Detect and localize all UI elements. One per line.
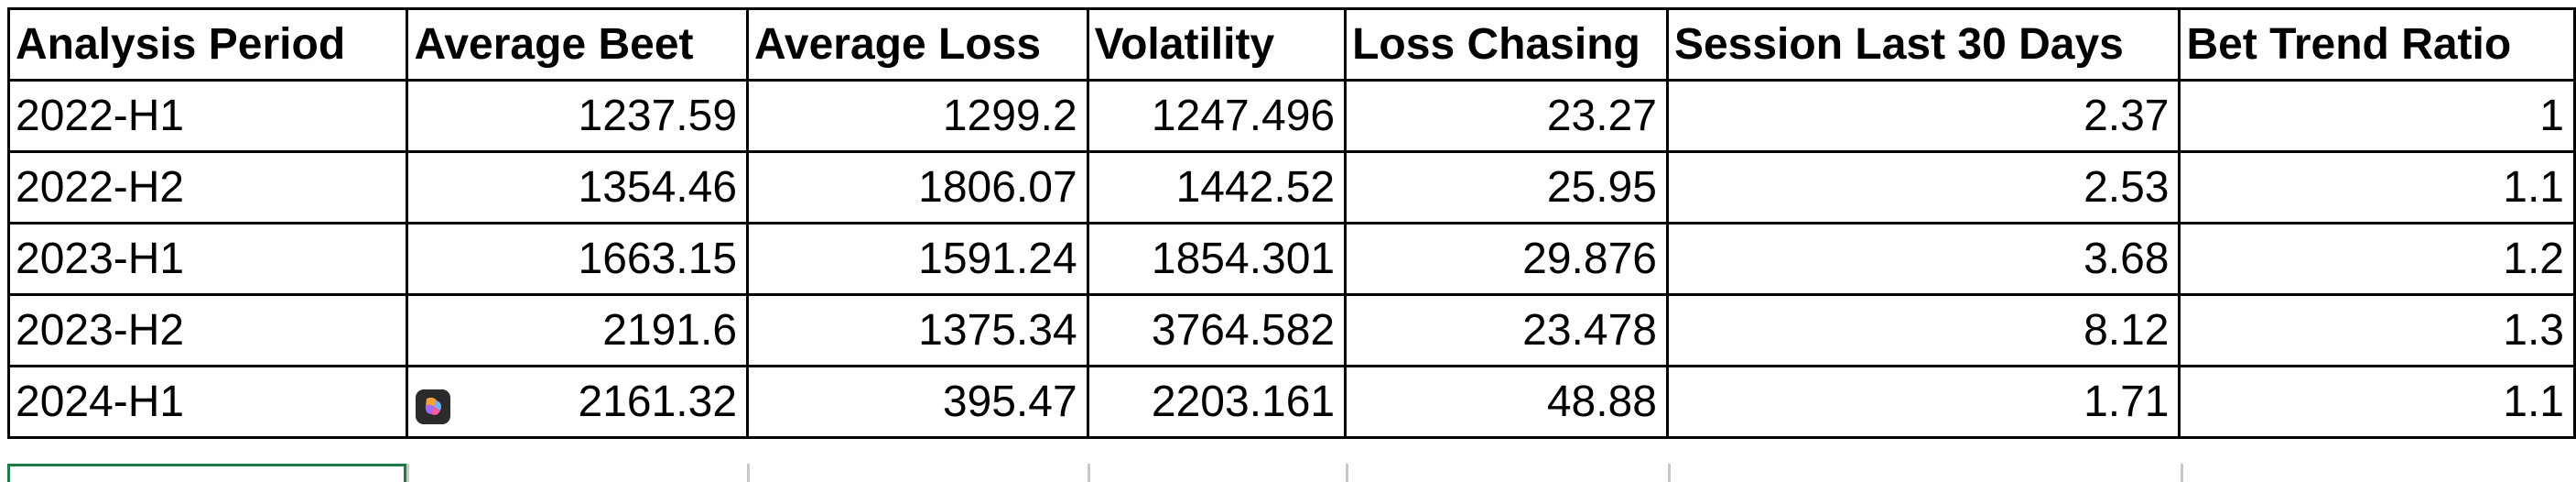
table-cell[interactable]: 3.68 — [1665, 222, 2181, 296]
table-cell[interactable]: 1 — [2178, 79, 2576, 153]
table-cell[interactable]: 395.47 — [746, 365, 1089, 439]
empty-cell[interactable] — [747, 464, 1088, 482]
table-cell[interactable]: 23.478 — [1344, 293, 1669, 367]
table-row: 2022-H2 1354.46 1806.07 1442.52 25.95 2.… — [6, 150, 2576, 225]
empty-row-partial — [7, 464, 2576, 482]
table-cell[interactable]: 1591.24 — [746, 222, 1089, 296]
table-row: 2023-H2 2191.6 1375.34 3764.582 23.478 8… — [6, 293, 2576, 367]
header-cell-average-beet[interactable]: Average Beet — [406, 7, 750, 82]
table-cell[interactable]: 1854.301 — [1086, 222, 1348, 296]
table-cell-value: 2161.32 — [578, 378, 738, 426]
table-cell[interactable]: 2022-H2 — [6, 150, 409, 225]
header-row: Analysis Period Average Beet Average Los… — [6, 7, 2576, 82]
header-cell-average-loss[interactable]: Average Loss — [746, 7, 1089, 82]
table-cell[interactable]: 2.53 — [1665, 150, 2181, 225]
table-cell[interactable]: 1237.59 — [406, 79, 750, 153]
header-cell-analysis-period[interactable]: Analysis Period — [6, 7, 409, 82]
header-cell-bet-trend-ratio[interactable]: Bet Trend Ratio — [2178, 7, 2576, 82]
data-table: Analysis Period Average Beet Average Los… — [6, 7, 2576, 439]
empty-cell[interactable] — [1088, 464, 1346, 482]
table-row: 2023-H1 1663.15 1591.24 1854.301 29.876 … — [6, 222, 2576, 296]
table-cell[interactable]: 2023-H1 — [6, 222, 409, 296]
empty-cell[interactable] — [2181, 464, 2576, 482]
table-cell[interactable]: 2022-H1 — [6, 79, 409, 153]
table-cell[interactable]: 1299.2 — [746, 79, 1089, 153]
table-row: 2024-H1 2161.32 395.47 2203.161 48.88 — [6, 365, 2576, 439]
table-cell[interactable]: 1806.07 — [746, 150, 1089, 225]
table-cell[interactable]: 1.2 — [2178, 222, 2576, 296]
header-cell-session-last-30-days[interactable]: Session Last 30 Days — [1665, 7, 2181, 82]
table-cell[interactable]: 1663.15 — [406, 222, 750, 296]
table-cell[interactable]: 2203.161 — [1086, 365, 1348, 439]
table-cell[interactable]: 2.37 — [1665, 79, 2181, 153]
table-cell[interactable]: 1.71 — [1665, 365, 2181, 439]
copilot-icon[interactable] — [416, 389, 451, 424]
table-cell[interactable]: 1.3 — [2178, 293, 2576, 367]
empty-cell[interactable] — [1346, 464, 1668, 482]
table-cell[interactable]: 2024-H1 — [6, 365, 409, 439]
table-cell[interactable]: 29.876 — [1344, 222, 1669, 296]
table-cell[interactable]: 1247.496 — [1086, 79, 1348, 153]
header-cell-loss-chasing[interactable]: Loss Chasing — [1344, 7, 1669, 82]
table-cell[interactable]: 1.1 — [2178, 365, 2576, 439]
table-cell[interactable]: 1442.52 — [1086, 150, 1348, 225]
table-cell[interactable]: 48.88 — [1344, 365, 1669, 439]
empty-cell[interactable] — [1668, 464, 2181, 482]
table-cell[interactable]: 8.12 — [1665, 293, 2181, 367]
header-cell-volatility[interactable]: Volatility — [1086, 7, 1348, 82]
table-cell[interactable]: 2023-H2 — [6, 293, 409, 367]
table-cell[interactable]: 1354.46 — [406, 150, 750, 225]
selected-cell[interactable] — [7, 464, 406, 482]
table-cell[interactable]: 2191.6 — [406, 293, 750, 367]
table-row: 2022-H1 1237.59 1299.2 1247.496 23.27 2.… — [6, 79, 2576, 153]
table-cell[interactable]: 23.27 — [1344, 79, 1669, 153]
table-cell[interactable]: 1375.34 — [746, 293, 1089, 367]
table-cell[interactable]: 1.1 — [2178, 150, 2576, 225]
table-cell[interactable]: 3764.582 — [1086, 293, 1348, 367]
table-cell[interactable]: 25.95 — [1344, 150, 1669, 225]
empty-cell[interactable] — [406, 464, 747, 482]
table-cell-with-copilot[interactable]: 2161.32 — [406, 365, 750, 439]
